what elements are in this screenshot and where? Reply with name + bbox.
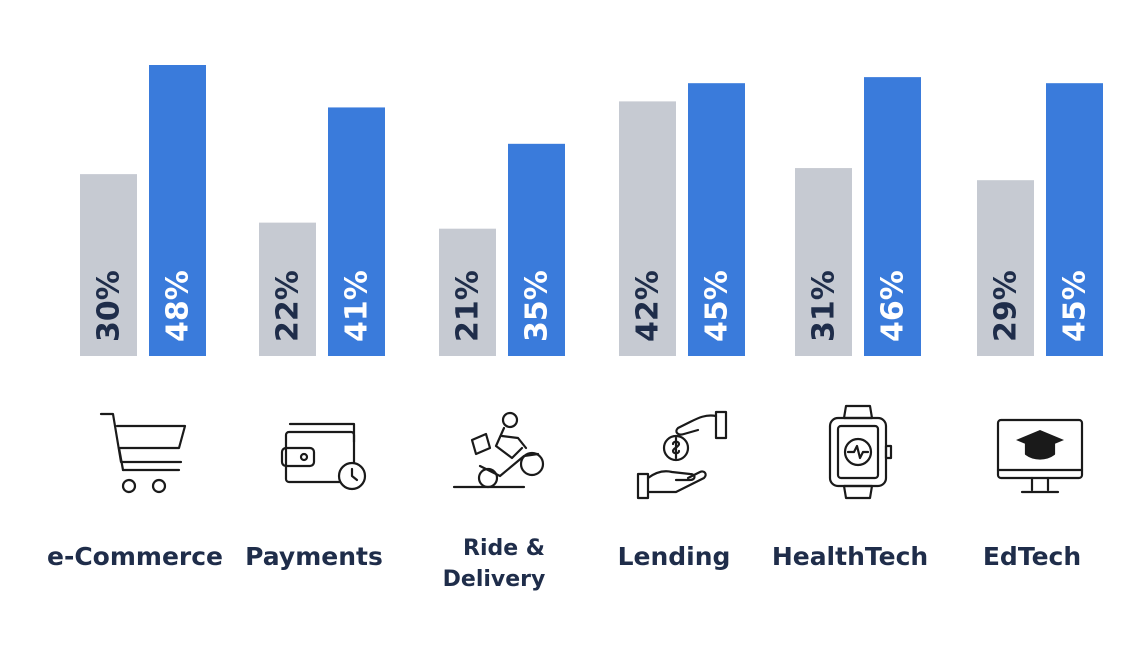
- bar-group-payments: 22% 41% Payments: [245, 107, 385, 571]
- bar-value-label: 29%: [989, 270, 1024, 342]
- bar-value-label: 22%: [271, 270, 306, 342]
- bar-group-healthtech: 31% 46% HealthTech: [772, 77, 928, 571]
- bar-value-label: 31%: [807, 270, 842, 342]
- bar-highlight-payments: [328, 107, 385, 356]
- bar-baseline-edtech: [977, 180, 1034, 356]
- category-label-lending: Lending: [618, 542, 731, 571]
- category-label-edtech: EdTech: [983, 542, 1081, 571]
- bar-value-label: 45%: [700, 270, 735, 342]
- bar-group-ride-delivery: 21% 35% Ride & Delivery: [439, 143, 565, 592]
- category-label-ride-delivery: Ride & Delivery: [443, 536, 546, 592]
- graduation-cap-monitor-icon: [996, 418, 1084, 494]
- bar-baseline-ride-delivery: [439, 228, 496, 356]
- bar-baseline-lending: [619, 101, 676, 356]
- bar-group-e-commerce: 30% 48% e-Commerce: [47, 65, 223, 571]
- delivery-scooter-icon: [452, 411, 545, 489]
- shopping-cart-icon: [99, 412, 187, 494]
- smartwatch-icon: [828, 404, 893, 500]
- wallet-icon: [280, 422, 367, 491]
- bar-group-lending: 42% 45% Lending: [618, 83, 745, 571]
- category-label-e-commerce: e-Commerce: [47, 542, 223, 571]
- bar-baseline-payments: [259, 222, 316, 356]
- lending-hands-coin-icon: [636, 410, 728, 500]
- bar-value-label: 30%: [92, 270, 127, 342]
- bar-value-label: 41%: [340, 270, 375, 342]
- bar-highlight-ride-delivery: [508, 143, 565, 356]
- bar-value-label: 21%: [451, 270, 486, 342]
- category-label-healthtech: HealthTech: [772, 542, 928, 571]
- bar-highlight-healthtech: [864, 77, 921, 356]
- bar-baseline-healthtech: [795, 168, 852, 356]
- bar-group-edtech: 29% 45% EdTech: [977, 83, 1103, 571]
- bar-value-label: 45%: [1058, 270, 1093, 342]
- bar-value-label: 48%: [161, 270, 196, 342]
- bar-highlight-edtech: [1046, 83, 1103, 356]
- bar-value-label: 35%: [520, 270, 555, 342]
- bar-value-label: 46%: [876, 270, 911, 342]
- bar-highlight-lending: [688, 83, 745, 356]
- bar-baseline-e-commerce: [80, 174, 137, 356]
- bar-value-label: 42%: [631, 270, 666, 342]
- category-label-payments: Payments: [245, 542, 383, 571]
- bar-highlight-e-commerce: [149, 65, 206, 356]
